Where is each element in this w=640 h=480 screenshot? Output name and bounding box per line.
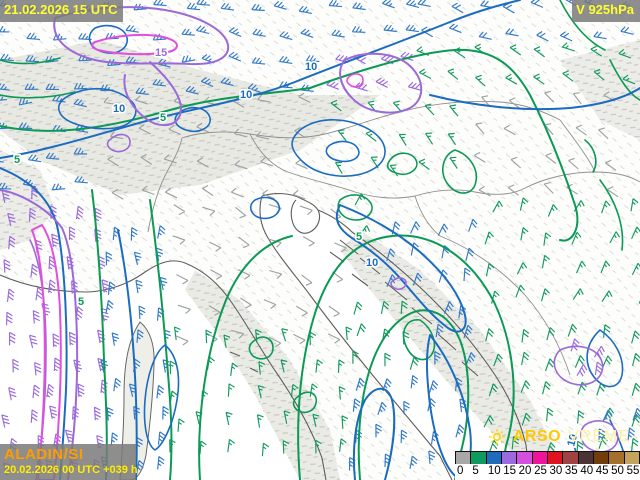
sun-logo-icon [489, 428, 505, 445]
valid-time-label: 21.02.2026 15 UTC [4, 2, 118, 17]
wind-barb-group [103, 92, 311, 200]
wind-barb-group [196, 0, 320, 93]
corsica-island [119, 321, 155, 480]
legend-tick: 30 [549, 465, 563, 477]
contour-value-label: 15 [155, 47, 167, 59]
model-info-box: ALADIN/SI 20.02.2026 00 UTC +039 h [0, 444, 138, 480]
contour-value-label: 5 [160, 112, 166, 124]
mountain-shading [0, 40, 640, 480]
field-name-label: V 925hPa [576, 2, 634, 17]
wind-barb-group [0, 94, 89, 191]
legend-tick: 0 [457, 465, 464, 477]
model-name-label: ALADIN/SI [4, 446, 84, 464]
valid-time-box: 21.02.2026 15 UTC [0, 0, 124, 22]
contour-value-label: 10 [366, 257, 378, 269]
contour-value-label: 5 [78, 296, 84, 308]
legend-tick: 20 [518, 465, 532, 477]
wind-speed-legend: 0 5 10 15 20 25 30 35 40 45 50 55 [455, 451, 640, 480]
wind-barb-group [328, 0, 420, 38]
wind-barb-group [169, 326, 353, 457]
legend-color-boxes [455, 451, 640, 466]
legend-tick: 40 [580, 465, 594, 477]
wind-barb-group [326, 51, 421, 92]
legend-tick: 35 [564, 465, 578, 477]
country-borders [147, 101, 640, 376]
wind-barb-group [484, 197, 640, 304]
contour-value-label: 5 [14, 154, 20, 166]
branding: ARSO VREME [488, 428, 630, 446]
legend-tick: 25 [534, 465, 547, 477]
contour-value-label: 10 [305, 61, 317, 73]
wind-barb-group [330, 99, 459, 177]
wind-barb-group [100, 225, 171, 474]
wind-barb-group [416, 42, 636, 87]
legend-tick: 10 [487, 465, 501, 477]
contour-labels-layer: 15 10 10 10 5 5 10 5 5 10 [13, 46, 582, 450]
legend-tick: 5 [472, 465, 479, 477]
contour-value-label: 5 [356, 231, 362, 243]
legend-tick: 15 [503, 465, 517, 477]
legend-tick-labels: 0 5 10 15 20 25 30 35 40 45 50 55 [455, 464, 640, 480]
wind-barb-group [473, 90, 619, 198]
wind-barb-group [172, 203, 347, 348]
coastlines [0, 193, 531, 480]
contour-value-label: 10 [113, 103, 125, 115]
legend-tick: 45 [595, 465, 609, 477]
model-run-label: 20.02.2026 00 UTC +039 h [4, 464, 138, 477]
brand-vreme-label: VREME [568, 427, 630, 445]
brand-arso-label: ARSO [512, 427, 562, 445]
contour-value-label: 10 [240, 89, 252, 101]
sea-areas [0, 193, 530, 480]
legend-tick: 55 [626, 465, 640, 477]
field-name-box: V 925hPa [572, 0, 640, 22]
contour-value-label: 10 [565, 433, 580, 448]
legend-tick: 50 [611, 465, 624, 477]
